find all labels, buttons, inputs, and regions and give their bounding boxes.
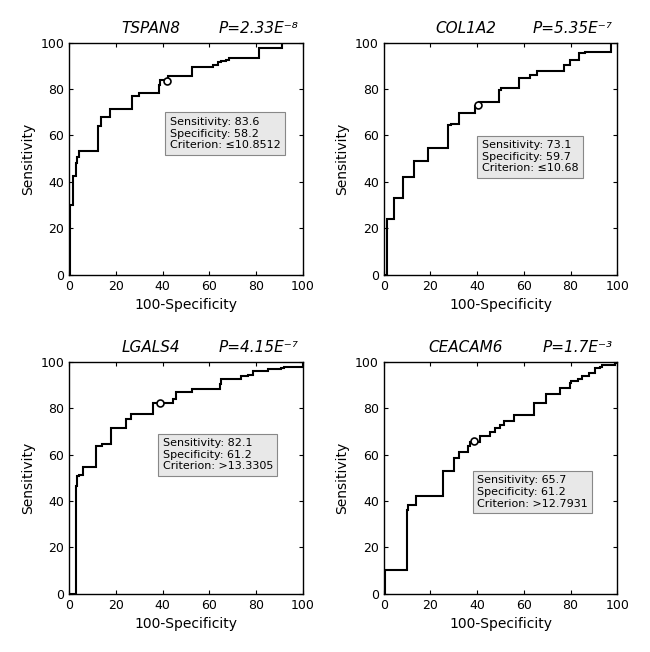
Y-axis label: Sensitivity: Sensitivity <box>21 441 35 514</box>
Text: P=5.35E⁻⁷: P=5.35E⁻⁷ <box>533 21 612 36</box>
X-axis label: 100-Specificity: 100-Specificity <box>135 617 237 631</box>
Text: P=2.33E⁻⁸: P=2.33E⁻⁸ <box>218 21 298 36</box>
Text: LGALS4: LGALS4 <box>122 340 180 355</box>
X-axis label: 100-Specificity: 100-Specificity <box>135 298 237 312</box>
Y-axis label: Sensitivity: Sensitivity <box>335 441 350 514</box>
X-axis label: 100-Specificity: 100-Specificity <box>449 298 552 312</box>
Text: Sensitivity: 65.7
Specificity: 61.2
Criterion: >12.7931: Sensitivity: 65.7 Specificity: 61.2 Crit… <box>477 475 588 509</box>
Text: TSPAN8: TSPAN8 <box>122 21 180 36</box>
Y-axis label: Sensitivity: Sensitivity <box>335 123 350 195</box>
Text: COL1A2: COL1A2 <box>435 21 496 36</box>
Text: P=4.15E⁻⁷: P=4.15E⁻⁷ <box>218 340 298 355</box>
Text: P=1.7E⁻³: P=1.7E⁻³ <box>543 340 612 355</box>
Text: Sensitivity: 82.1
Specificity: 61.2
Criterion: >13.3305: Sensitivity: 82.1 Specificity: 61.2 Crit… <box>162 438 273 471</box>
Text: CEACAM6: CEACAM6 <box>428 340 502 355</box>
Y-axis label: Sensitivity: Sensitivity <box>21 123 35 195</box>
X-axis label: 100-Specificity: 100-Specificity <box>449 617 552 631</box>
Text: Sensitivity: 73.1
Specificity: 59.7
Criterion: ≤10.68: Sensitivity: 73.1 Specificity: 59.7 Crit… <box>482 140 578 173</box>
Text: Sensitivity: 83.6
Specificity: 58.2
Criterion: ≤10.8512: Sensitivity: 83.6 Specificity: 58.2 Crit… <box>170 117 280 150</box>
